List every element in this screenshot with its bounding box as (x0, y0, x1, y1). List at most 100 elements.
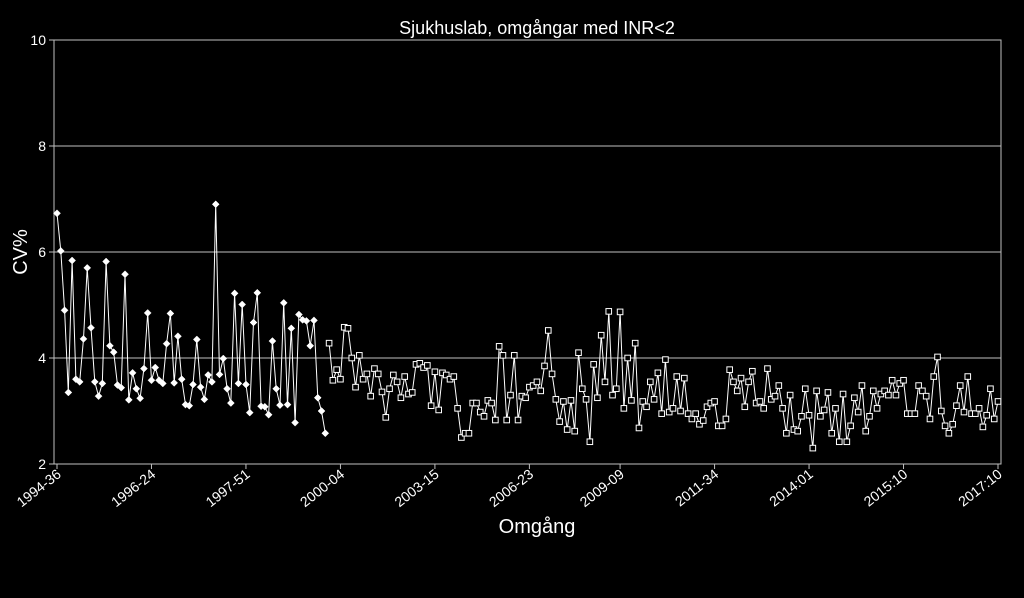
data-point (529, 382, 537, 389)
data-point (956, 382, 964, 389)
data-point (911, 410, 919, 417)
data-point (639, 398, 647, 405)
data-point (226, 399, 235, 407)
data-point (348, 354, 356, 362)
data-point (234, 379, 243, 388)
data-point (371, 365, 378, 372)
data-point (696, 420, 703, 428)
data-point (200, 395, 209, 404)
data-point (594, 394, 601, 402)
data-point (620, 405, 628, 412)
data-point (352, 383, 359, 391)
data-point (597, 331, 605, 339)
data-point (208, 377, 216, 386)
data-point (390, 371, 397, 379)
data-point (75, 377, 84, 386)
data-point (575, 349, 582, 356)
data-point (533, 378, 541, 386)
series-1-line (56, 204, 326, 434)
data-point (711, 398, 718, 405)
data-point (279, 299, 288, 307)
data-point (242, 380, 250, 389)
y-tick-label: 10 (30, 32, 46, 48)
data-point (317, 407, 326, 415)
data-point (60, 306, 69, 315)
data-point (253, 288, 262, 297)
data-point (215, 370, 224, 379)
data-point (647, 378, 654, 386)
data-point (189, 380, 197, 389)
data-point (847, 422, 854, 430)
data-point (688, 415, 696, 423)
data-point (730, 378, 737, 386)
data-point (703, 403, 711, 411)
data-point (272, 384, 281, 393)
data-point (310, 316, 318, 325)
data-point (128, 368, 137, 377)
data-point (162, 339, 171, 348)
data-point (892, 391, 900, 399)
data-point (510, 352, 518, 359)
data-point (344, 325, 352, 332)
data-point (143, 309, 152, 317)
data-point (835, 438, 843, 446)
data-point (238, 300, 247, 309)
data-point (283, 400, 292, 409)
data-point (507, 391, 514, 399)
data-point (185, 401, 194, 410)
data-point (934, 353, 941, 361)
x-tick-label: 2017:10 (955, 466, 1005, 510)
data-point (979, 423, 987, 431)
data-point (684, 410, 692, 417)
data-point (805, 411, 813, 419)
data-point (590, 361, 597, 368)
data-point (885, 391, 892, 399)
series-1 (53, 200, 330, 438)
data-point (616, 308, 624, 316)
chart-title: Sjukhuslab, omgångar med INR<2 (399, 18, 675, 38)
data-point (264, 410, 273, 419)
data-point (136, 394, 144, 403)
data-point (230, 289, 239, 298)
data-point (771, 392, 779, 400)
data-point (915, 382, 922, 389)
data-point (431, 368, 439, 376)
data-point (665, 408, 673, 416)
data-point (492, 416, 499, 424)
data-point (64, 388, 73, 397)
data-point (382, 414, 390, 421)
data-point (495, 343, 503, 350)
data-point (801, 385, 809, 393)
x-tick-label: 1997-51 (202, 466, 253, 510)
data-point (775, 382, 783, 389)
data-point (862, 427, 870, 435)
series-group (53, 200, 1002, 452)
data-point (794, 427, 802, 435)
data-point (635, 424, 643, 432)
y-axis-ticks: 2 4 6 8 10 (30, 32, 54, 472)
data-point (313, 393, 322, 402)
data-point (760, 405, 767, 412)
x-tick-label: 2006-23 (486, 466, 537, 510)
data-point (552, 396, 560, 403)
data-point (809, 444, 817, 452)
data-point (367, 392, 374, 400)
data-point (662, 356, 669, 363)
data-point (669, 405, 677, 412)
x-tick-label: 2014:01 (766, 466, 816, 510)
data-point (930, 373, 938, 380)
data-point (378, 388, 386, 396)
x-tick-label: 2003-15 (391, 466, 442, 510)
data-point (359, 375, 367, 383)
data-point (544, 327, 552, 334)
data-point (393, 378, 401, 386)
data-point (94, 392, 103, 401)
data-point (56, 247, 65, 255)
data-point (658, 410, 665, 417)
data-point (888, 376, 896, 384)
data-point (764, 365, 771, 372)
data-point (503, 416, 511, 424)
data-point (211, 200, 220, 209)
data-point (582, 396, 590, 403)
data-point (386, 385, 393, 393)
